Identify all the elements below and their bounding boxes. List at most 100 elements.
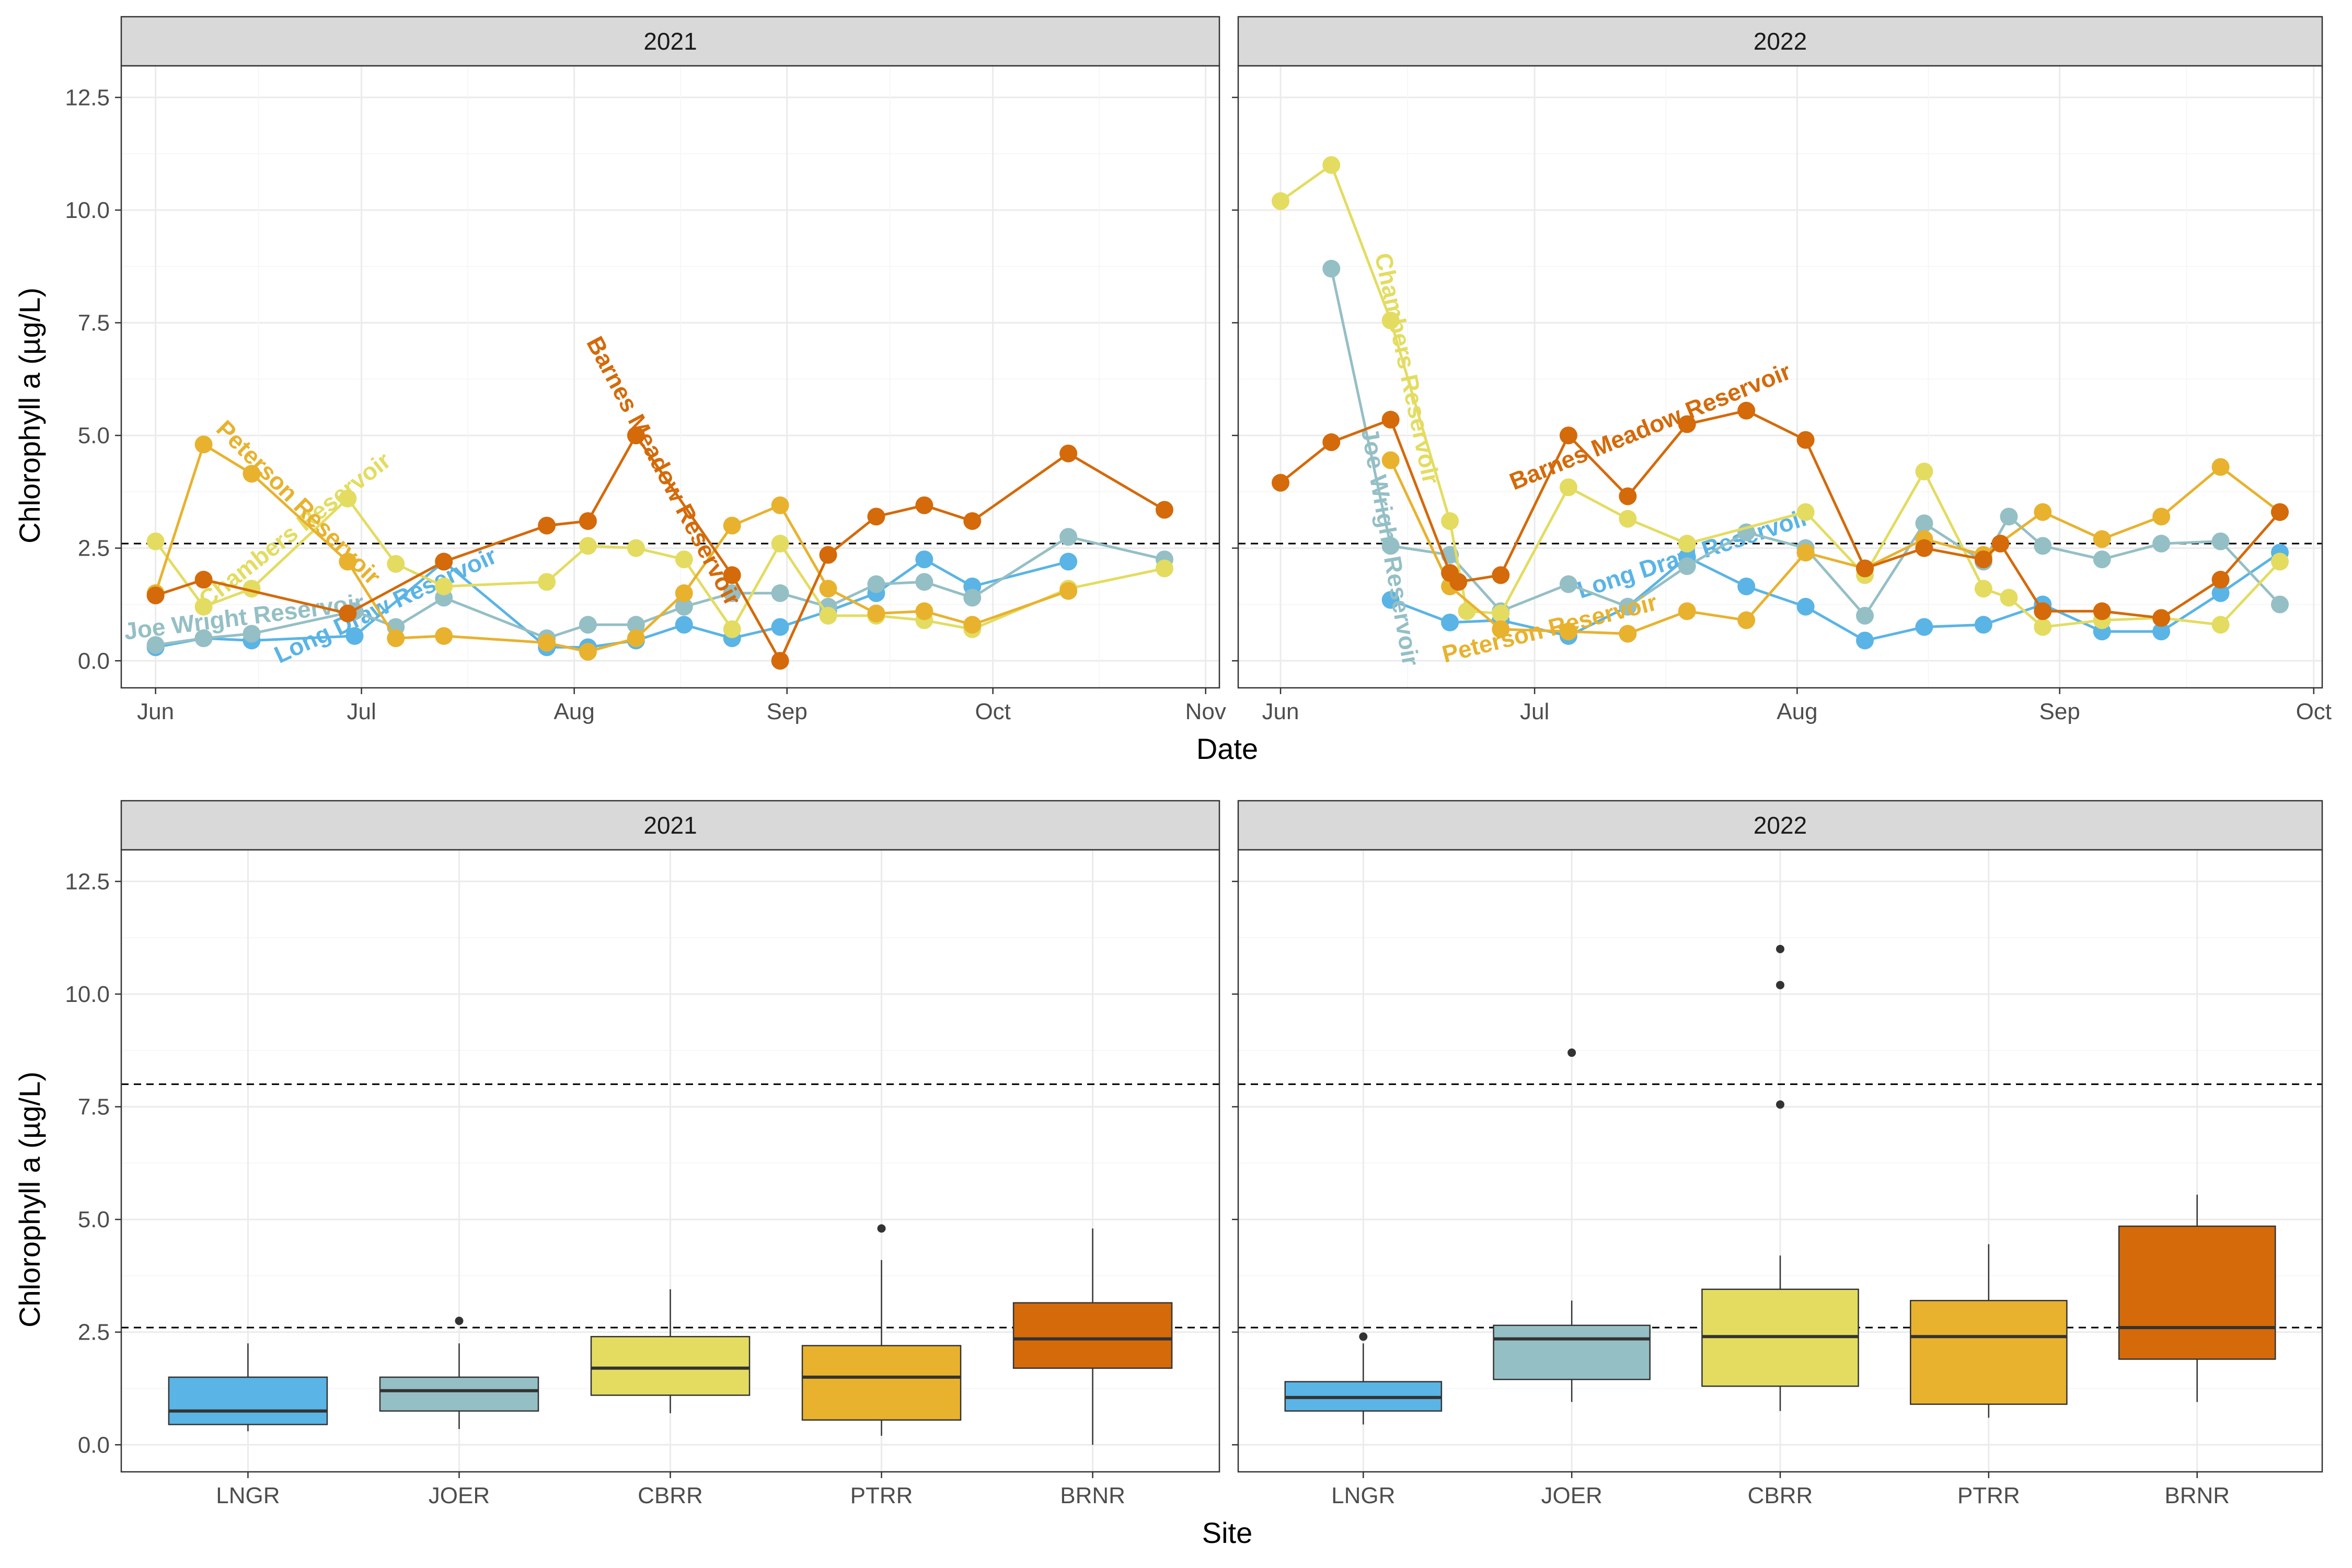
data-point xyxy=(1492,620,1510,638)
facet-strip-label: 2022 xyxy=(1754,812,1807,839)
data-point xyxy=(723,620,741,638)
data-point xyxy=(2270,503,2289,521)
x-tick-label: Jul xyxy=(1520,699,1549,724)
data-point xyxy=(2270,552,2289,571)
data-point xyxy=(339,604,357,622)
outlier-point xyxy=(1567,1048,1576,1057)
data-point xyxy=(867,575,885,593)
data-point xyxy=(579,643,597,661)
x-tick-label: CBRR xyxy=(638,1483,703,1508)
data-point xyxy=(1678,415,1696,433)
data-point xyxy=(1059,552,1078,571)
data-point xyxy=(1272,192,1290,210)
data-point xyxy=(1737,401,1756,420)
data-point xyxy=(339,489,357,508)
data-point xyxy=(2093,602,2111,620)
data-point xyxy=(1915,463,1933,481)
x-tick-label: PTRR xyxy=(1957,1483,2020,1508)
box-LNGR xyxy=(1284,1332,1443,1425)
data-point xyxy=(627,539,645,557)
data-point xyxy=(2152,535,2171,553)
data-point xyxy=(675,616,693,634)
data-point xyxy=(387,629,405,648)
data-point xyxy=(2211,584,2230,602)
data-point xyxy=(2093,530,2111,548)
data-point xyxy=(1991,535,2010,553)
data-point xyxy=(1856,607,1874,625)
data-point xyxy=(243,625,261,643)
y-tick-label: 10.0 xyxy=(65,198,110,223)
data-point xyxy=(2211,571,2230,589)
facet-strip-label: 2022 xyxy=(1754,28,1807,55)
data-point xyxy=(435,627,453,645)
data-point xyxy=(1492,566,1510,584)
data-point xyxy=(771,584,789,602)
data-point xyxy=(1974,550,1992,569)
data-point xyxy=(146,532,165,550)
data-point xyxy=(1737,577,1756,595)
data-point xyxy=(1492,604,1510,622)
panel-background xyxy=(1238,66,2322,688)
outlier-point xyxy=(1359,1332,1368,1341)
y-tick-label: 10.0 xyxy=(65,982,110,1007)
data-point xyxy=(1559,426,1577,445)
data-point xyxy=(723,516,741,535)
data-point xyxy=(1059,582,1078,600)
data-point xyxy=(1619,510,1637,528)
x-tick-label: BRNR xyxy=(2164,1483,2230,1508)
data-point xyxy=(1974,616,1992,634)
panel-border xyxy=(120,65,1220,689)
box-body xyxy=(590,1336,751,1396)
data-point xyxy=(915,496,933,514)
data-point xyxy=(1441,613,1459,631)
outlier-point xyxy=(1776,944,1784,953)
data-point xyxy=(1915,618,1933,636)
x-tick-label: Nov xyxy=(1185,699,1226,724)
data-point xyxy=(723,584,741,602)
top-x-axis-title: Date xyxy=(1196,732,1258,765)
panel-background xyxy=(121,66,1219,688)
box-body xyxy=(801,1345,962,1421)
series-line-LNGR xyxy=(1390,551,2281,642)
x-tick-label: CBRR xyxy=(1748,1483,1813,1508)
data-point xyxy=(2034,602,2052,620)
data-point xyxy=(146,586,165,605)
data-point xyxy=(2211,616,2230,634)
box-body xyxy=(1910,1300,2068,1405)
y-tick-label: 12.5 xyxy=(65,869,110,894)
box-CBRR xyxy=(1701,944,1859,1411)
data-point xyxy=(627,616,645,634)
y-tick-label: 7.5 xyxy=(78,1094,110,1120)
outlier-point xyxy=(1776,1100,1784,1109)
data-point xyxy=(1678,602,1696,620)
data-point xyxy=(1381,537,1400,555)
data-point xyxy=(1059,528,1078,546)
data-point xyxy=(1059,444,1078,463)
data-point xyxy=(2034,503,2052,521)
data-point xyxy=(1619,625,1637,643)
data-point xyxy=(915,602,933,620)
data-point xyxy=(627,426,645,445)
data-point xyxy=(579,537,597,555)
data-point xyxy=(2093,550,2111,569)
data-point xyxy=(771,618,789,636)
series-line-PTRR xyxy=(1389,459,2281,636)
data-point xyxy=(1155,501,1173,519)
data-point xyxy=(435,577,453,595)
data-point xyxy=(1619,597,1637,616)
data-point xyxy=(345,627,364,645)
box-body xyxy=(1493,1324,1651,1380)
data-point xyxy=(1915,539,1933,557)
data-point xyxy=(627,629,645,648)
data-point xyxy=(1381,451,1400,469)
data-point xyxy=(771,496,789,514)
data-point xyxy=(1441,512,1459,530)
data-point xyxy=(1974,580,1992,598)
data-point xyxy=(2211,532,2230,550)
data-point xyxy=(1796,503,1815,521)
outlier-point xyxy=(455,1317,464,1325)
data-point xyxy=(771,652,789,670)
